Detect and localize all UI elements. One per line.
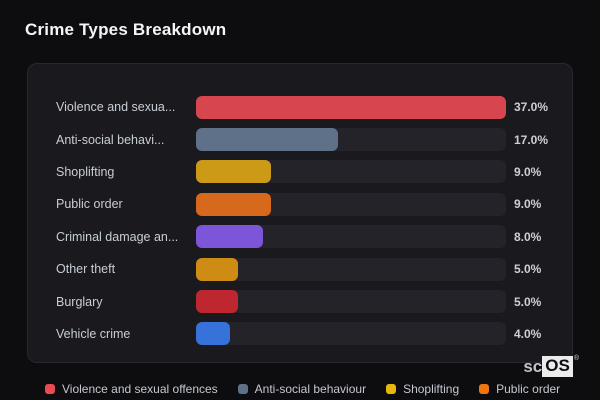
chart-row: Vehicle crime 4.0% bbox=[28, 318, 572, 350]
bar-track bbox=[196, 192, 506, 216]
value-label: 8.0% bbox=[514, 229, 542, 244]
chart-row: Shoplifting 9.0% bbox=[28, 156, 572, 188]
value-label: 9.0% bbox=[514, 197, 542, 212]
bar-track bbox=[196, 322, 506, 346]
legend-swatch-icon bbox=[386, 384, 397, 394]
bar-track bbox=[196, 95, 506, 119]
bar[interactable] bbox=[196, 257, 238, 281]
chart-row: Burglary 5.0% bbox=[28, 285, 572, 317]
category-label: Violence and sexua... bbox=[56, 100, 176, 115]
legend-label: Public order bbox=[496, 382, 561, 396]
legend-item[interactable]: Shoplifting bbox=[386, 382, 459, 396]
bar[interactable] bbox=[196, 160, 272, 184]
bar[interactable] bbox=[196, 290, 238, 314]
legend-item[interactable]: Violence and sexual offences bbox=[45, 382, 218, 396]
legend-item[interactable]: Anti-social behaviour bbox=[237, 382, 367, 396]
chart-rows: Violence and sexua... 37.0% Anti-social be… bbox=[28, 64, 572, 350]
bar[interactable] bbox=[196, 192, 272, 216]
legend-swatch-icon bbox=[45, 384, 55, 394]
value-label: 5.0% bbox=[514, 262, 542, 277]
value-label: 5.0% bbox=[514, 294, 542, 309]
legend-swatch-icon bbox=[237, 384, 248, 394]
chart-row: Criminal damage an... 8.0% bbox=[28, 221, 572, 253]
bar-track bbox=[196, 160, 506, 184]
legend-item[interactable]: Public order bbox=[479, 382, 560, 396]
bar-track bbox=[196, 128, 506, 152]
legend-label: Violence and sexual offences bbox=[62, 382, 218, 396]
registered-trademark-icon: ® bbox=[573, 355, 579, 362]
bar[interactable] bbox=[196, 128, 339, 152]
category-label: Other theft bbox=[56, 262, 116, 277]
category-label: Shoplifting bbox=[56, 164, 115, 179]
category-label: Anti-social behavi... bbox=[56, 132, 165, 147]
legend-swatch-icon bbox=[479, 384, 490, 394]
bar[interactable] bbox=[196, 225, 264, 249]
chart-row: Anti-social behavi... 17.0% bbox=[28, 123, 572, 155]
bar[interactable] bbox=[196, 95, 506, 119]
category-label: Vehicle crime bbox=[56, 326, 131, 341]
value-label: 4.0% bbox=[514, 326, 542, 341]
bar-track bbox=[196, 225, 506, 249]
scos-logo: sc OS ® bbox=[523, 355, 579, 377]
value-label: 17.0% bbox=[514, 132, 549, 147]
bar-track bbox=[196, 290, 506, 314]
chart-legend: Violence and sexual offences Anti-social … bbox=[45, 382, 560, 396]
chart-row: Public order 9.0% bbox=[28, 188, 572, 220]
legend-label: Shoplifting bbox=[403, 382, 460, 396]
scos-logo-suffix: OS bbox=[542, 356, 573, 377]
category-label: Public order bbox=[56, 197, 123, 212]
legend-label: Anti-social behaviour bbox=[254, 382, 367, 396]
bar-track bbox=[196, 257, 506, 281]
chart-row: Other theft 5.0% bbox=[28, 253, 572, 285]
bar[interactable] bbox=[196, 322, 230, 346]
scos-logo-prefix: sc bbox=[523, 356, 543, 376]
chart-panel: Violence and sexua... 37.0% Anti-social be… bbox=[27, 63, 573, 363]
value-label: 37.0% bbox=[514, 100, 549, 115]
page-title: Crime Types Breakdown bbox=[25, 20, 227, 39]
category-label: Criminal damage an... bbox=[56, 229, 179, 244]
value-label: 9.0% bbox=[514, 164, 542, 179]
category-label: Burglary bbox=[56, 294, 103, 309]
chart-row: Violence and sexua... 37.0% bbox=[28, 91, 572, 123]
